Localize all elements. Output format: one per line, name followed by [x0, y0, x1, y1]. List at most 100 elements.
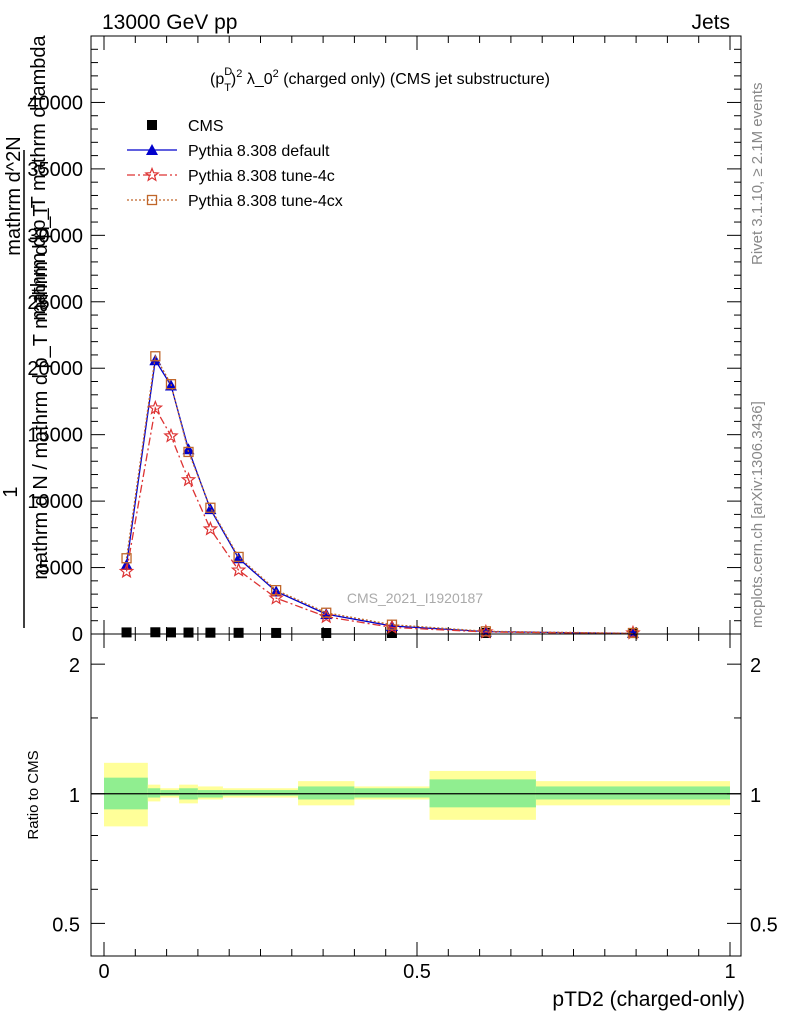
data-point: [150, 351, 161, 362]
ratio-y-ticks: 0.5 0.5 1 1 2 2: [52, 655, 778, 936]
x-tick-label: 0: [98, 961, 109, 983]
ratio-bands: [104, 762, 730, 827]
ratio-ylabel: Ratio to CMS: [25, 750, 42, 839]
data-point: [320, 608, 333, 620]
main-y-tick-label: 20000: [27, 358, 83, 380]
title-sup3: 2: [273, 68, 279, 80]
data-point: [150, 627, 161, 638]
title-sup2: 2: [236, 68, 242, 80]
data-point: [480, 626, 492, 637]
data-point: [118, 563, 135, 579]
data-point: [321, 607, 332, 618]
legend-label: Pythia 8.308 default: [188, 143, 330, 160]
data-point: [163, 427, 179, 443]
ratio-y-tick-label-left: 2: [69, 655, 80, 677]
data-point: [232, 552, 245, 564]
marker-star: [230, 562, 247, 577]
data-point: [205, 627, 216, 638]
marker-open-square: [627, 627, 639, 639]
main-y-tick-label: 40000: [27, 92, 83, 114]
data-point: [204, 503, 217, 515]
legend-item: Pythia 8.308 tune-4c: [127, 166, 335, 185]
legend-label: Pythia 8.308 tune-4cx: [188, 193, 343, 210]
legend-marker: [147, 120, 157, 130]
marker-open-square: [183, 446, 194, 458]
legend-item: Pythia 8.308 default: [127, 143, 330, 160]
marker-triangle: [232, 552, 245, 564]
data-point: [182, 443, 195, 455]
main-plot-panel: CMS_2021_I1920187 (pD T)2 λ_02 (charged o…: [0, 34, 742, 646]
main-y-tick-label: 15000: [27, 425, 83, 447]
main-y-tick-label: 10000: [27, 491, 83, 513]
ylabel-num: mathrm d^2N: [3, 136, 25, 255]
ratio-band-inner: [298, 786, 355, 800]
legend-item: CMS: [147, 118, 224, 135]
marker-triangle: [182, 443, 195, 455]
title-sup1: D: [224, 66, 232, 78]
ratio-band-inner: [354, 788, 430, 798]
y-axis-label: 1 mathrm d N / mathrm d p_T mathrm d p_T…: [0, 34, 52, 628]
header-left: 13000 GeV pp: [102, 11, 237, 34]
x-tick-label: 0.5: [403, 961, 431, 983]
watermark: CMS_2021_I1920187: [347, 590, 483, 606]
main-y-ticks: 0 5000 10000 15000 20000 25000 30000 35000 40000: [27, 36, 741, 646]
data-point: [121, 553, 132, 564]
marker-open-square: [121, 553, 132, 564]
data-point: [386, 619, 398, 630]
x-axis-ticks: 0 0.5 1: [98, 634, 736, 983]
main-y-tick-label: 25000: [27, 292, 83, 314]
main-series-group: [118, 351, 641, 640]
rivet-label: Rivet 3.1.10, ≥ 2.1M events: [749, 83, 766, 266]
data-point: [233, 627, 244, 638]
marker-square: [271, 627, 282, 638]
legend-marker: [144, 166, 160, 182]
ylabel-den: mathrm d N / mathrm d p_T mathrm d p_T: [30, 204, 52, 579]
title-close: ): [231, 71, 236, 88]
marker-open-square: [150, 351, 161, 362]
marker-star: [163, 427, 179, 443]
data-point: [121, 627, 132, 638]
mcplots-label: mcplots.cern.ch [arXiv:1306.3436]: [749, 401, 766, 628]
data-point: [183, 446, 194, 458]
ylabel-num2: mathrm d p_T mathrm d lambda: [28, 34, 50, 320]
legend-marker: [146, 194, 158, 206]
plot-title: (pD T)2 λ_02 (charged only) (CMS jet subs…: [210, 66, 550, 94]
header-right: Jets: [691, 11, 730, 34]
data-point: [233, 551, 244, 563]
data-point: [205, 502, 216, 513]
ratio-band-inner: [160, 790, 180, 796]
marker-star: [202, 520, 219, 536]
marker-open-square: [233, 551, 244, 563]
x-tick-label: 1: [724, 961, 735, 983]
ratio-y-tick-label-left: 1: [69, 785, 80, 807]
main-y-tick-label: 35000: [27, 159, 83, 181]
marker-square: [183, 627, 194, 638]
legend-item: Pythia 8.308 tune-4cx: [127, 193, 343, 210]
legend-label: CMS: [188, 118, 224, 135]
marker-square: [233, 627, 244, 638]
title-open: (p: [210, 71, 224, 88]
series-line: [125, 406, 634, 635]
ratio-y-tick-label-right: 2: [750, 655, 761, 677]
data-point: [271, 627, 282, 638]
data-point: [270, 584, 282, 596]
marker-star: [180, 471, 197, 487]
main-y-tick-label: 30000: [27, 225, 83, 247]
data-point: [321, 628, 332, 638]
marker-open-square: [146, 194, 158, 206]
ratio-band-inner: [147, 788, 161, 798]
marker-star: [118, 563, 135, 579]
marker-square: [150, 627, 161, 638]
title-rest: (charged only) (CMS jet substructure): [279, 71, 550, 88]
legend-label: Pythia 8.308 tune-4c: [188, 168, 335, 185]
ratio-plot-frame: [90, 633, 742, 957]
data-point: [268, 589, 284, 605]
legend-marker: [146, 144, 158, 155]
data-point: [165, 627, 176, 638]
title-mid: λ_0: [242, 71, 272, 88]
series-pythia-8-308-tune-4cx: [121, 351, 639, 639]
ylabel-one: 1: [0, 486, 22, 497]
marker-square: [205, 627, 216, 638]
main-y-tick-label: 5000: [39, 558, 84, 580]
